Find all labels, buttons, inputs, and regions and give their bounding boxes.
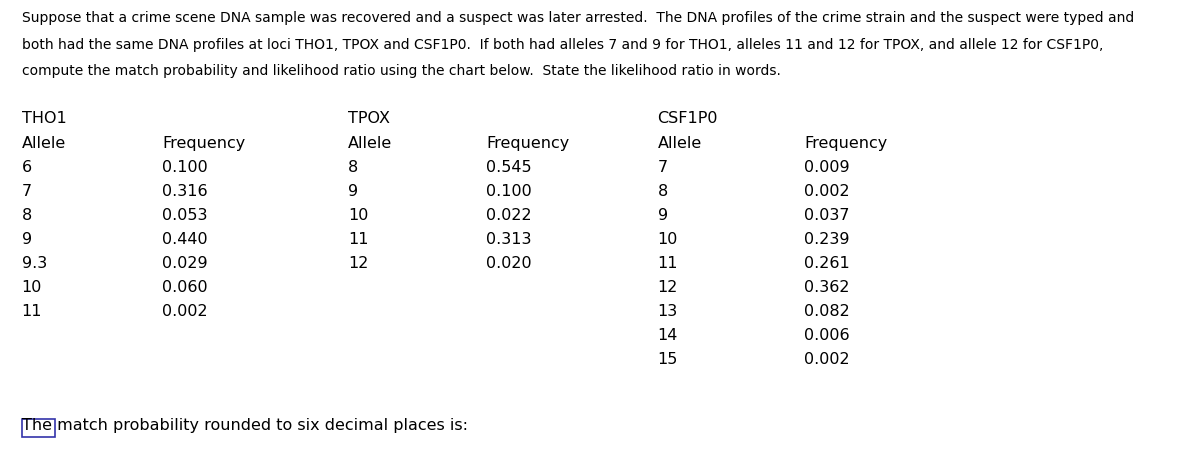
Text: 0.082: 0.082 xyxy=(804,304,850,318)
Text: Allele: Allele xyxy=(22,135,66,150)
Text: Frequency: Frequency xyxy=(162,135,245,150)
Text: 11: 11 xyxy=(658,256,678,271)
Text: 8: 8 xyxy=(348,160,359,175)
Text: 0.037: 0.037 xyxy=(804,208,850,223)
Text: 0.316: 0.316 xyxy=(162,184,208,199)
Text: 0.362: 0.362 xyxy=(804,280,850,295)
Text: 0.440: 0.440 xyxy=(162,232,208,247)
Text: 0.006: 0.006 xyxy=(804,327,850,342)
Text: 7: 7 xyxy=(658,160,667,175)
Text: 0.022: 0.022 xyxy=(486,208,532,223)
Text: 6: 6 xyxy=(22,160,31,175)
Text: 0.029: 0.029 xyxy=(162,256,208,271)
Text: 0.313: 0.313 xyxy=(486,232,532,247)
Text: THO1: THO1 xyxy=(22,110,66,125)
Text: 0.239: 0.239 xyxy=(804,232,850,247)
Text: Frequency: Frequency xyxy=(486,135,569,150)
Text: Frequency: Frequency xyxy=(804,135,887,150)
Text: 15: 15 xyxy=(658,351,678,366)
Text: 0.100: 0.100 xyxy=(162,160,208,175)
Text: compute the match probability and likelihood ratio using the chart below.  State: compute the match probability and likeli… xyxy=(22,64,780,78)
Text: Suppose that a crime scene DNA sample was recovered and a suspect was later arre: Suppose that a crime scene DNA sample wa… xyxy=(22,11,1134,25)
Text: TPOX: TPOX xyxy=(348,110,390,125)
Text: 10: 10 xyxy=(22,280,42,295)
Text: 0.009: 0.009 xyxy=(804,160,850,175)
Text: 14: 14 xyxy=(658,327,678,342)
Text: 0.002: 0.002 xyxy=(804,351,850,366)
Text: 11: 11 xyxy=(348,232,368,247)
Text: 9: 9 xyxy=(348,184,358,199)
Text: 13: 13 xyxy=(658,304,678,318)
Text: 0.060: 0.060 xyxy=(162,280,208,295)
Text: CSF1P0: CSF1P0 xyxy=(658,110,718,125)
Text: 7: 7 xyxy=(22,184,31,199)
Text: The match probability rounded to six decimal places is:: The match probability rounded to six dec… xyxy=(22,417,468,432)
Text: both had the same DNA profiles at loci THO1, TPOX and CSF1P0.  If both had allel: both had the same DNA profiles at loci T… xyxy=(22,37,1103,51)
Text: 12: 12 xyxy=(658,280,678,295)
Text: 0.002: 0.002 xyxy=(804,184,850,199)
Text: 9: 9 xyxy=(658,208,667,223)
Text: 12: 12 xyxy=(348,256,368,271)
Text: 0.020: 0.020 xyxy=(486,256,532,271)
Text: Allele: Allele xyxy=(658,135,702,150)
Text: 0.053: 0.053 xyxy=(162,208,208,223)
Text: 0.002: 0.002 xyxy=(162,304,208,318)
Text: Allele: Allele xyxy=(348,135,392,150)
Text: 0.100: 0.100 xyxy=(486,184,532,199)
Text: 10: 10 xyxy=(348,208,368,223)
Text: 10: 10 xyxy=(658,232,678,247)
Text: 8: 8 xyxy=(658,184,668,199)
Text: 11: 11 xyxy=(22,304,42,318)
Text: 0.261: 0.261 xyxy=(804,256,850,271)
Text: 8: 8 xyxy=(22,208,32,223)
Text: 9: 9 xyxy=(22,232,31,247)
Text: 0.545: 0.545 xyxy=(486,160,532,175)
Text: 9.3: 9.3 xyxy=(22,256,47,271)
